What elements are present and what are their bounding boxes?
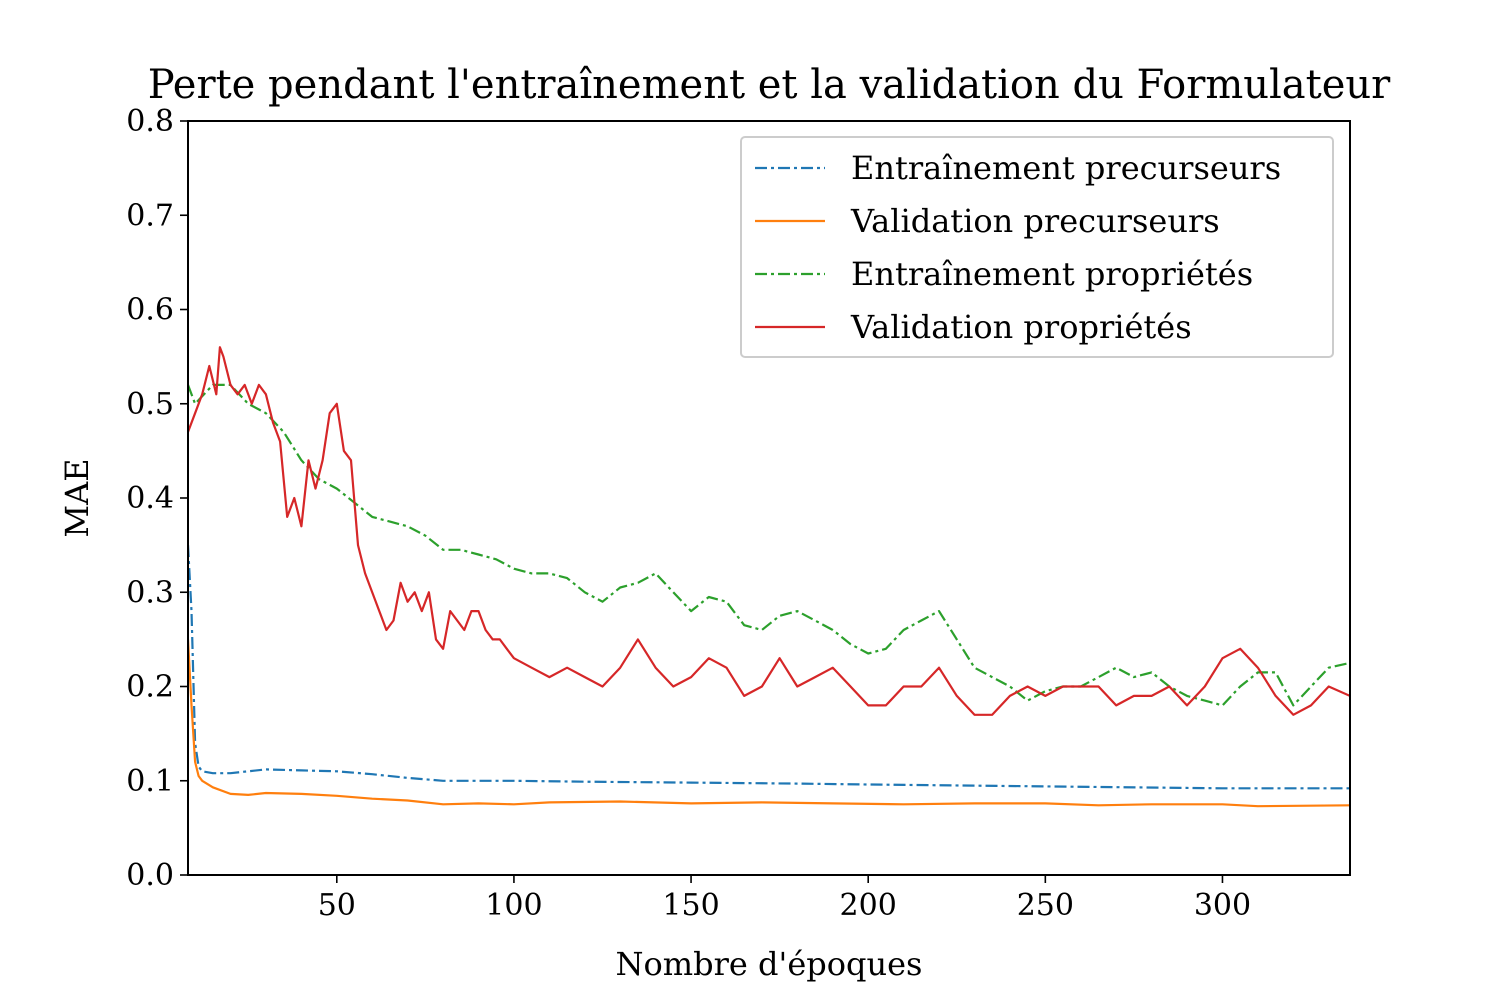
y-tick-label: 0.2 xyxy=(126,670,174,705)
plot-lines xyxy=(188,346,1350,808)
x-tick-label: 300 xyxy=(1194,888,1251,923)
x-tick-label: 50 xyxy=(318,888,356,923)
y-tick-label: 0.5 xyxy=(126,387,174,422)
x-tick-label: 100 xyxy=(485,888,542,923)
y-axis-label: MAE xyxy=(58,458,96,537)
series-line-4 xyxy=(188,346,1350,716)
legend-box xyxy=(740,136,1334,358)
series-line-1 xyxy=(188,545,1350,790)
series-line-3 xyxy=(188,383,1350,707)
legend-label-3: Entraînement propriétés xyxy=(851,255,1253,293)
legend-label-2: Validation precurseurs xyxy=(850,202,1220,240)
chart-title: Perte pendant l'entraînement et la valid… xyxy=(148,62,1391,108)
legend-label-1: Entraînement precurseurs xyxy=(851,149,1281,187)
y-tick-label: 0.1 xyxy=(126,764,174,799)
x-tick-label: 200 xyxy=(840,888,897,923)
x-axis-label: Nombre d'époques xyxy=(616,945,923,983)
series-line-2 xyxy=(188,639,1350,808)
y-tick-label: 0.0 xyxy=(126,858,174,893)
legend: Entraînement precurseurs Validation precu… xyxy=(740,136,1334,358)
y-tick-label: 0.8 xyxy=(126,104,174,139)
legend-label-4: Validation propriétés xyxy=(850,308,1192,346)
y-tick-label: 0.7 xyxy=(126,198,174,233)
x-tick-label: 250 xyxy=(1017,888,1074,923)
y-tick-label: 0.6 xyxy=(126,293,174,328)
y-tick-label: 0.4 xyxy=(126,481,174,516)
x-axis-ticks: 50 100 150 200 250 300 xyxy=(318,875,1251,923)
y-tick-label: 0.3 xyxy=(126,575,174,610)
x-tick-label: 150 xyxy=(662,888,719,923)
y-axis-ticks: 0.0 0.1 0.2 0.3 0.4 0.5 0.6 0.7 0.8 xyxy=(126,104,188,893)
